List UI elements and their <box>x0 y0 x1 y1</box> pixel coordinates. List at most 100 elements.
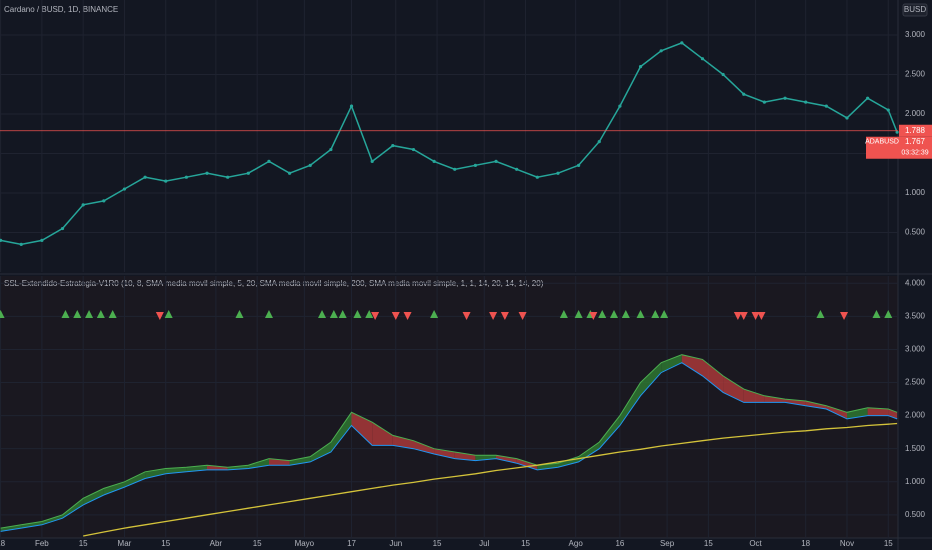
sell-signal <box>757 312 766 320</box>
y-tick-label: 3.000 <box>905 345 926 354</box>
buy-signal <box>660 310 669 318</box>
price-point <box>453 167 457 171</box>
price-point <box>597 140 601 144</box>
sell-signal <box>391 312 400 320</box>
price-point <box>226 175 230 179</box>
y-tick-label: 1.000 <box>905 477 926 486</box>
y-tick-label: 2.000 <box>905 109 926 118</box>
x-tick-label: 15 <box>253 539 262 548</box>
price-point <box>122 187 127 191</box>
price-point <box>895 130 899 134</box>
price-point <box>515 167 519 171</box>
price-point <box>721 72 725 77</box>
price-point <box>308 163 312 167</box>
x-tick-label: Mayo <box>295 539 315 548</box>
x-tick-label: Mar <box>118 539 132 548</box>
x-tick-label: 15 <box>704 539 713 548</box>
sell-signal <box>489 312 498 320</box>
sell-signal <box>462 312 471 320</box>
ssl-band <box>103 481 125 495</box>
ssl-band <box>496 455 517 464</box>
ssl-band <box>681 354 703 376</box>
last-price-box <box>899 124 932 137</box>
ssl-band <box>21 521 42 529</box>
data-line <box>83 422 898 537</box>
x-tick-label: Ago <box>569 539 584 548</box>
ssl-band <box>372 422 393 446</box>
x-tick-label: Jul <box>479 539 489 548</box>
price-point <box>473 163 477 167</box>
buy-signal <box>353 310 362 318</box>
price-point <box>267 159 271 163</box>
ssl-band <box>578 442 600 462</box>
y-tick-label: 1.000 <box>905 188 926 197</box>
price-point <box>349 104 354 108</box>
ssl-band <box>805 401 827 409</box>
sell-signal <box>403 312 412 320</box>
ssl-band <box>289 456 311 466</box>
x-tick-label: 15 <box>521 539 530 548</box>
x-tick-label: Sep <box>660 539 675 548</box>
symbol-label: ADABUSD <box>865 139 899 146</box>
price-point <box>762 100 767 104</box>
buy-signal <box>85 310 94 318</box>
buy-signal <box>610 310 619 318</box>
buy-signal <box>651 310 660 318</box>
y-tick-label: 1.500 <box>905 444 926 453</box>
data-line <box>0 354 898 529</box>
data-line <box>0 362 898 532</box>
y-tick-label: 0.500 <box>905 510 926 519</box>
buy-signal <box>598 310 607 318</box>
x-tick-label: 17 <box>347 539 356 548</box>
sell-signal <box>371 312 380 320</box>
ssl-band <box>826 405 847 419</box>
price-point <box>288 171 292 175</box>
x-tick-label: 15 <box>79 539 88 548</box>
price-point <box>81 203 85 207</box>
buy-signal <box>636 310 645 318</box>
currency-label: BUSD <box>904 5 926 14</box>
price-point <box>102 199 106 203</box>
price-point <box>535 175 539 179</box>
y-tick-label: 4.000 <box>905 278 926 287</box>
price-point <box>742 92 746 96</box>
x-tick-label: Jun <box>389 539 402 548</box>
y-tick-label: 2.000 <box>905 411 926 420</box>
price-point <box>40 238 44 242</box>
price-point <box>164 179 168 183</box>
ssl-band <box>723 375 744 403</box>
x-tick-label: 15 <box>161 539 170 548</box>
ssl-band <box>702 359 724 393</box>
ssl-band <box>310 442 331 462</box>
x-tick-label: 15 <box>433 539 442 548</box>
y-tick-label: 3.500 <box>905 311 926 320</box>
y-tick-label: 2.500 <box>905 378 926 387</box>
price-point <box>432 159 436 163</box>
ssl-band <box>41 514 63 525</box>
ssl-band <box>661 354 682 373</box>
ssl-band <box>330 412 352 452</box>
buy-signal <box>329 310 338 318</box>
price-point <box>143 175 147 179</box>
price-point <box>184 175 188 179</box>
chart-title: Cardano / BUSD, 1D, BINANCE <box>4 5 118 14</box>
price-point <box>246 171 250 175</box>
x-tick-label: Feb <box>35 539 49 548</box>
ssl-band <box>62 498 84 519</box>
price-point <box>845 116 849 120</box>
sell-signal <box>733 312 742 320</box>
buy-signal <box>365 310 374 318</box>
ssl-band <box>207 465 228 470</box>
currency-badge <box>902 3 928 17</box>
price-point <box>329 147 333 152</box>
quote-label: 1.767 <box>905 137 926 146</box>
buy-signal <box>318 310 327 318</box>
ssl-band <box>0 524 22 532</box>
buy-signal <box>621 310 630 318</box>
ssl-band <box>413 440 435 454</box>
sell-signal <box>500 312 509 320</box>
ssl-band <box>516 458 538 470</box>
indicator-pane <box>0 276 898 538</box>
